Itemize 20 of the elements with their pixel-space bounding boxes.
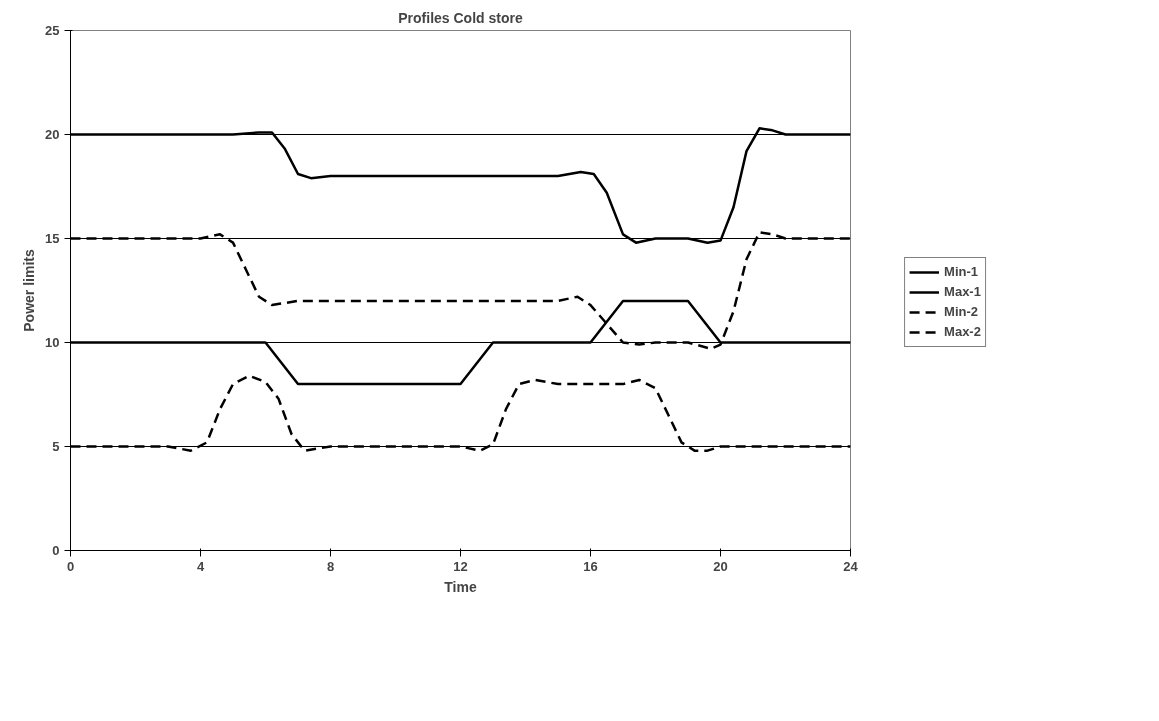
- chart-title: Profiles Cold store: [398, 9, 523, 26]
- y-tick-label: 10: [45, 335, 60, 350]
- y-axis-title: Power limits: [21, 249, 38, 332]
- y-tick-label: 15: [45, 231, 60, 246]
- y-tick-label: 0: [52, 543, 60, 558]
- x-tick-label: 0: [66, 558, 75, 574]
- legend-label: Max-2: [944, 324, 981, 339]
- legend-label: Min-2: [944, 304, 979, 319]
- x-tick-label: 24: [843, 558, 859, 574]
- y-tick-label: 5: [52, 439, 60, 454]
- x-tick-label: 16: [583, 558, 598, 574]
- legend-label: Min-1: [944, 264, 979, 279]
- legend-label: Max-1: [944, 284, 981, 299]
- y-tick-label: 20: [45, 127, 60, 142]
- x-tick-label: 12: [453, 558, 468, 574]
- x-tick-label: 4: [196, 558, 205, 574]
- x-axis-title: Time: [444, 578, 477, 595]
- x-tick-label: 20: [713, 558, 728, 574]
- y-tick-label: 25: [45, 23, 60, 38]
- x-tick-label: 8: [326, 558, 335, 574]
